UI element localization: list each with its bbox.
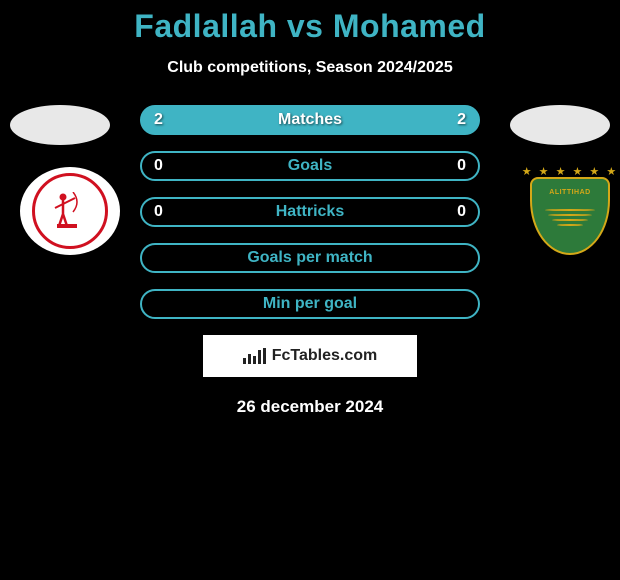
club-badge-right: ★ ★ ★ ★ ★ ★ ALITTIHAD (520, 167, 620, 255)
stat-row-hattricks: 0 Hattricks 0 (140, 197, 480, 227)
ittihad-badge: ★ ★ ★ ★ ★ ★ ALITTIHAD (520, 167, 620, 255)
stat-row-goals: 0 Goals 0 (140, 151, 480, 181)
stat-row-matches: 2 Matches 2 (140, 105, 480, 135)
player-avatar-right (510, 105, 610, 145)
archer-icon (53, 192, 81, 230)
stat-label: Hattricks (276, 203, 344, 221)
watermark: FcTables.com (203, 335, 417, 377)
stat-label: Goals per match (247, 249, 372, 267)
stat-label: Matches (278, 111, 342, 129)
stat-label: Min per goal (263, 295, 357, 313)
club-badge-left (20, 167, 120, 255)
date-text: 26 december 2024 (0, 397, 620, 417)
subtitle: Club competitions, Season 2024/2025 (0, 59, 620, 77)
ittihad-text: ALITTIHAD (532, 189, 608, 196)
comparison-area: ★ ★ ★ ★ ★ ★ ALITTIHAD 2 Matches 2 0 Goal… (0, 105, 620, 417)
zamalek-badge (20, 167, 120, 255)
player-avatar-left (10, 105, 110, 145)
stat-right-value: 0 (457, 157, 466, 175)
bar-chart-icon (243, 348, 266, 364)
stat-row-min-per-goal: Min per goal (140, 289, 480, 319)
stat-left-value: 2 (154, 111, 163, 129)
stat-right-value: 2 (457, 111, 466, 129)
wave-icon (545, 209, 595, 233)
stat-label: Goals (288, 157, 332, 175)
watermark-text: FcTables.com (272, 347, 378, 365)
page-title: Fadlallah vs Mohamed (0, 0, 620, 45)
stat-right-value: 0 (457, 203, 466, 221)
stat-left-value: 0 (154, 203, 163, 221)
stat-left-value: 0 (154, 157, 163, 175)
stat-row-goals-per-match: Goals per match (140, 243, 480, 273)
stat-rows: 2 Matches 2 0 Goals 0 0 Hattricks 0 Goal… (140, 105, 480, 319)
